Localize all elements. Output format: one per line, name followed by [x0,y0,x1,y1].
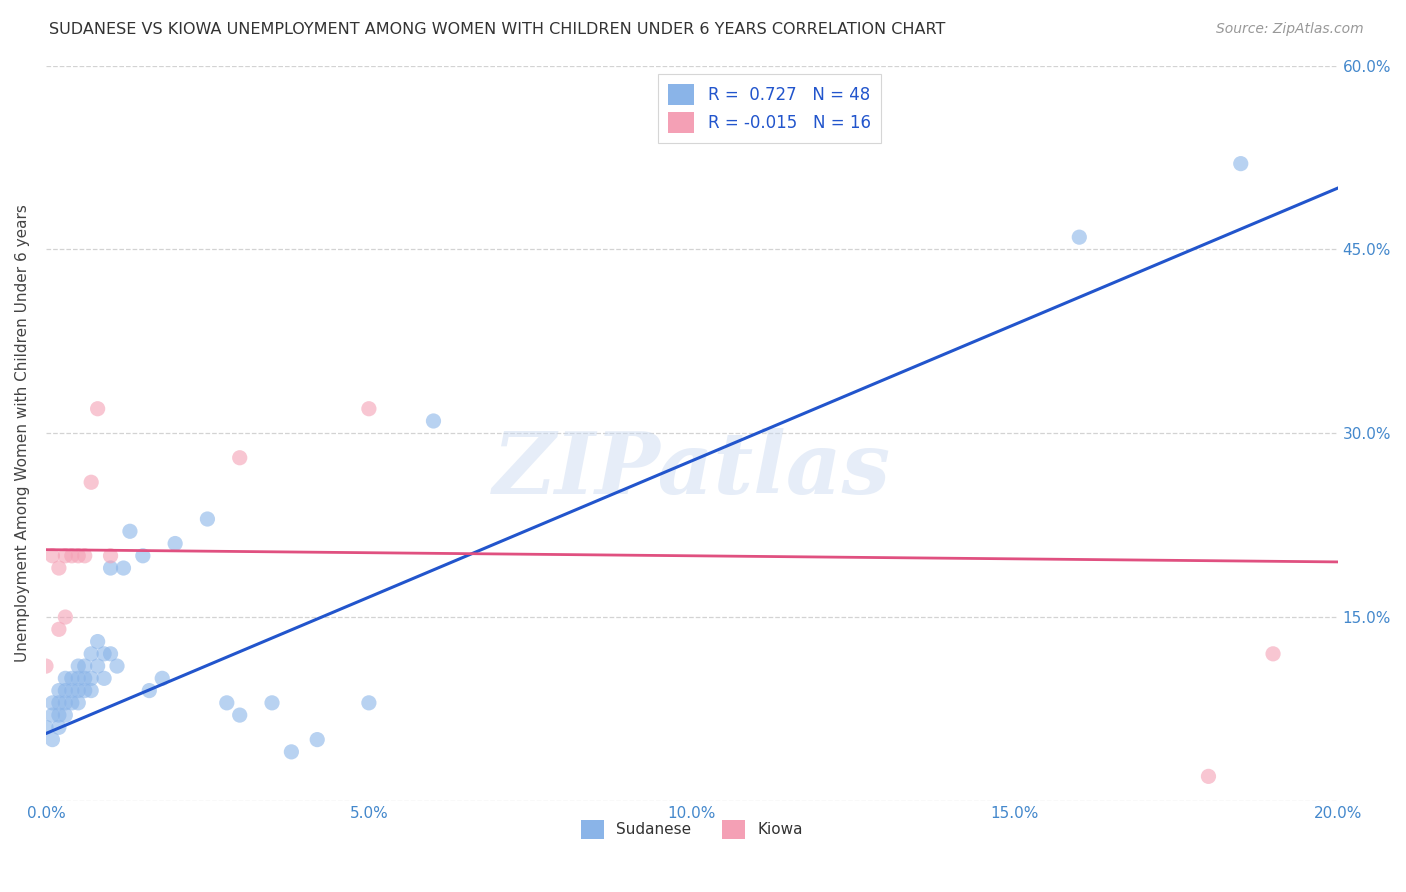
Point [150,671,173,685]
Point [112,561,135,575]
Point [53,683,76,698]
Point [60,683,83,698]
Point [93,647,115,661]
Point [105,659,128,673]
Point [60,671,83,685]
Text: ZIPatlas: ZIPatlas [492,428,891,512]
Point [48,683,70,698]
Point [53,696,76,710]
Point [67,659,90,673]
Point [35,720,58,734]
Point [35,659,58,673]
Point [53,549,76,563]
Point [138,683,160,698]
Point [86,634,108,648]
Point [80,475,103,490]
Point [41,708,63,723]
Point [100,647,122,661]
Point [93,671,115,685]
Point [53,610,76,624]
Point [60,696,83,710]
Point [1198,769,1220,783]
Point [118,524,141,539]
Point [67,549,90,563]
Point [197,512,219,526]
Point [228,708,250,723]
Point [48,623,70,637]
Point [357,696,380,710]
Legend: Sudanese, Kiowa: Sudanese, Kiowa [575,814,808,845]
Point [67,671,90,685]
Point [1229,156,1251,170]
Point [1069,230,1091,244]
Point [357,401,380,416]
Point [307,732,329,747]
Point [41,732,63,747]
Point [73,683,96,698]
Point [100,561,122,575]
Text: Source: ZipAtlas.com: Source: ZipAtlas.com [1216,22,1364,37]
Point [73,549,96,563]
Point [80,671,103,685]
Point [73,659,96,673]
Point [48,720,70,734]
Point [60,549,83,563]
Text: SUDANESE VS KIOWA UNEMPLOYMENT AMONG WOMEN WITH CHILDREN UNDER 6 YEARS CORRELATI: SUDANESE VS KIOWA UNEMPLOYMENT AMONG WOM… [49,22,946,37]
Point [260,696,283,710]
Point [48,708,70,723]
Point [280,745,302,759]
Point [48,696,70,710]
Point [165,536,187,550]
Point [73,671,96,685]
Point [53,671,76,685]
Point [67,696,90,710]
Point [86,659,108,673]
Point [228,450,250,465]
Point [41,549,63,563]
Point [86,401,108,416]
Point [132,549,155,563]
Point [80,683,103,698]
Point [422,414,444,428]
Point [80,647,103,661]
Point [100,549,122,563]
Point [53,708,76,723]
Point [1261,647,1284,661]
Y-axis label: Unemployment Among Women with Children Under 6 years: Unemployment Among Women with Children U… [15,204,30,662]
Point [67,683,90,698]
Point [48,561,70,575]
Point [41,696,63,710]
Point [215,696,238,710]
